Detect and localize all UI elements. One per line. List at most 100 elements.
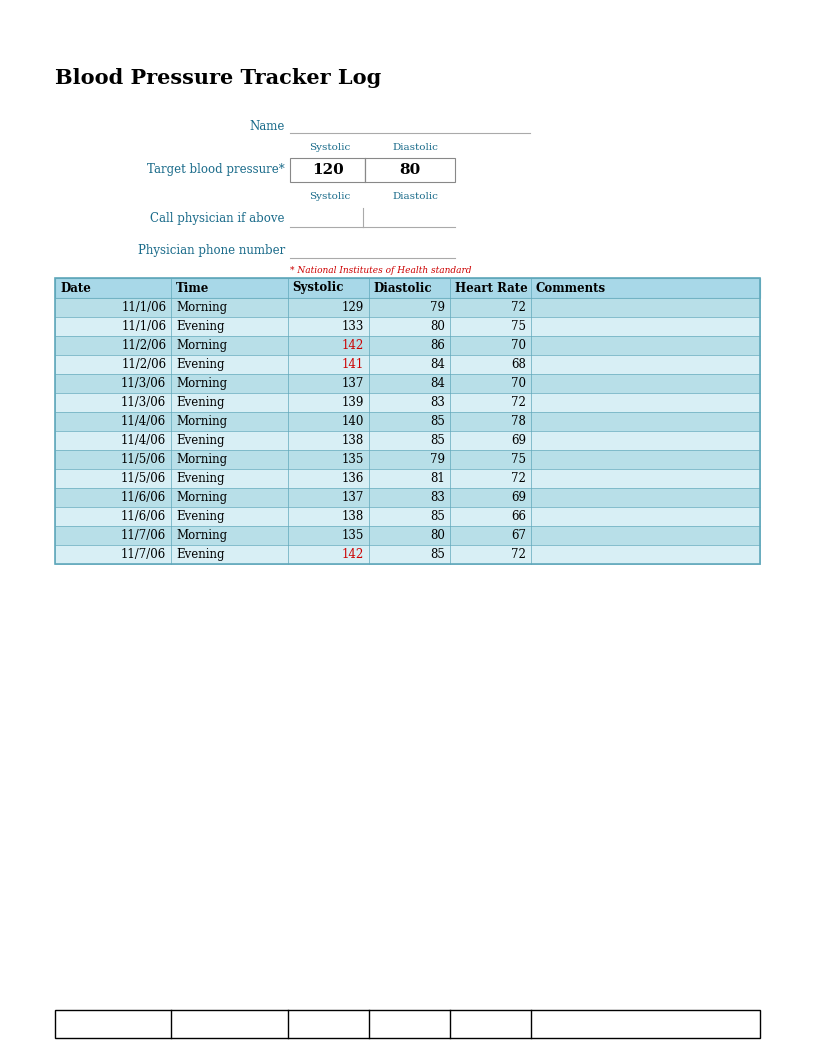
Text: Systolic: Systolic <box>310 143 350 152</box>
Bar <box>55 412 760 431</box>
Text: 11/6/06: 11/6/06 <box>121 492 167 504</box>
Text: 11/4/06: 11/4/06 <box>121 434 167 447</box>
Text: 85: 85 <box>430 548 444 561</box>
Text: 11/7/06: 11/7/06 <box>121 528 167 542</box>
Text: Evening: Evening <box>176 320 225 333</box>
Text: Blood Pressure Tracker Log: Blood Pressure Tracker Log <box>55 68 382 88</box>
Text: 138: 138 <box>342 434 364 447</box>
Text: 137: 137 <box>342 377 364 390</box>
Text: Time: Time <box>176 281 210 295</box>
Text: Morning: Morning <box>176 301 227 314</box>
Text: 81: 81 <box>430 472 444 485</box>
Bar <box>55 1010 760 1038</box>
Text: Diastolic: Diastolic <box>373 281 432 295</box>
Text: Diastolic: Diastolic <box>392 143 438 152</box>
Bar <box>55 393 760 412</box>
Text: 11/3/06: 11/3/06 <box>121 396 167 409</box>
Bar <box>365 157 455 182</box>
Bar <box>55 278 760 298</box>
Text: Call physician if above: Call physician if above <box>150 212 285 225</box>
Text: Evening: Evening <box>176 472 225 485</box>
Text: 85: 85 <box>430 434 444 447</box>
Text: 69: 69 <box>511 492 526 504</box>
Text: Evening: Evening <box>176 548 225 561</box>
Text: 79: 79 <box>430 453 444 466</box>
Text: 72: 72 <box>511 301 526 314</box>
Bar <box>55 431 760 450</box>
Text: 11/2/06: 11/2/06 <box>121 358 167 371</box>
Text: 85: 85 <box>430 415 444 428</box>
Text: 80: 80 <box>400 163 421 177</box>
Text: 136: 136 <box>342 472 364 485</box>
Text: Evening: Evening <box>176 358 225 371</box>
Text: 67: 67 <box>511 528 526 542</box>
Text: 84: 84 <box>430 358 444 371</box>
Text: 68: 68 <box>511 358 526 371</box>
Text: Morning: Morning <box>176 492 227 504</box>
Text: Target blood pressure*: Target blood pressure* <box>147 163 285 177</box>
Text: 70: 70 <box>511 339 526 352</box>
Text: 129: 129 <box>342 301 364 314</box>
Text: 142: 142 <box>342 339 364 352</box>
Text: 11/7/06: 11/7/06 <box>121 548 167 561</box>
Bar <box>55 355 760 374</box>
Text: 75: 75 <box>511 453 526 466</box>
Text: 142: 142 <box>342 548 364 561</box>
Text: 86: 86 <box>430 339 444 352</box>
Bar <box>55 336 760 355</box>
Text: 11/1/06: 11/1/06 <box>121 301 167 314</box>
Text: 72: 72 <box>511 396 526 409</box>
Text: 85: 85 <box>430 509 444 523</box>
Text: * National Institutes of Health standard: * National Institutes of Health standard <box>290 266 471 275</box>
Text: 11/5/06: 11/5/06 <box>121 472 167 485</box>
Bar <box>55 374 760 393</box>
Text: 135: 135 <box>342 528 364 542</box>
Text: 83: 83 <box>430 492 444 504</box>
Text: Morning: Morning <box>176 528 227 542</box>
Text: 11/3/06: 11/3/06 <box>121 377 167 390</box>
Text: 69: 69 <box>511 434 526 447</box>
Text: 11/2/06: 11/2/06 <box>121 339 167 352</box>
Text: Date: Date <box>60 281 91 295</box>
Text: 79: 79 <box>430 301 444 314</box>
Text: 75: 75 <box>511 320 526 333</box>
Bar <box>55 526 760 545</box>
Bar <box>55 278 760 564</box>
Text: Morning: Morning <box>176 377 227 390</box>
Text: 11/6/06: 11/6/06 <box>121 509 167 523</box>
Text: 133: 133 <box>342 320 364 333</box>
Text: Evening: Evening <box>176 434 225 447</box>
Text: Evening: Evening <box>176 396 225 409</box>
Bar <box>55 450 760 469</box>
Bar <box>290 157 365 182</box>
Text: 78: 78 <box>511 415 526 428</box>
Bar <box>55 488 760 507</box>
Text: Heart Rate: Heart Rate <box>455 281 528 295</box>
Text: Evening: Evening <box>176 509 225 523</box>
Text: 135: 135 <box>342 453 364 466</box>
Text: Morning: Morning <box>176 415 227 428</box>
Text: 11/5/06: 11/5/06 <box>121 453 167 466</box>
Bar <box>55 469 760 488</box>
Text: 83: 83 <box>430 396 444 409</box>
Text: 140: 140 <box>342 415 364 428</box>
Text: Comments: Comments <box>536 281 606 295</box>
Text: 70: 70 <box>511 377 526 390</box>
Text: 66: 66 <box>511 509 526 523</box>
Text: 139: 139 <box>342 396 364 409</box>
Text: 72: 72 <box>511 548 526 561</box>
Bar <box>55 507 760 526</box>
Text: 80: 80 <box>430 320 444 333</box>
Text: Systolic: Systolic <box>292 281 344 295</box>
Text: 11/1/06: 11/1/06 <box>121 320 167 333</box>
Bar <box>55 298 760 317</box>
Text: 138: 138 <box>342 509 364 523</box>
Text: Morning: Morning <box>176 453 227 466</box>
Text: Physician phone number: Physician phone number <box>138 244 285 257</box>
Text: 137: 137 <box>342 492 364 504</box>
Bar <box>55 317 760 336</box>
Text: Name: Name <box>250 120 285 133</box>
Bar <box>55 545 760 564</box>
Text: 80: 80 <box>430 528 444 542</box>
Text: Diastolic: Diastolic <box>392 192 438 201</box>
